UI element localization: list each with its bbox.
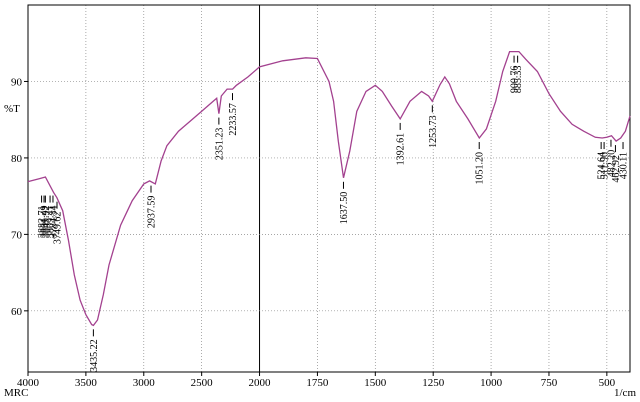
x-tick-label: 2500 xyxy=(191,377,214,389)
peak-label: 2233.57 xyxy=(228,103,239,136)
x-tick-label: 1000 xyxy=(480,377,503,389)
peak-label: 1637.50 xyxy=(339,192,350,225)
x-tick-label: 1750 xyxy=(306,377,329,389)
x-tick-label: 750 xyxy=(541,377,558,389)
peak-label: 3849.92 xyxy=(41,206,52,239)
spectrum-line xyxy=(27,50,631,327)
peak-label: 2937.59 xyxy=(146,196,157,229)
peak-label: 885.33 xyxy=(513,66,524,94)
y-tick-label: 60 xyxy=(11,306,23,318)
peak-label: 482.20 xyxy=(606,150,617,178)
peak-label: 3784.34 xyxy=(48,206,59,239)
peak-label: 3749.62 xyxy=(52,212,63,245)
peak-label: 1051.20 xyxy=(475,152,486,185)
x-axis-label: 1/cm xyxy=(614,387,636,399)
x-tick-label: 1500 xyxy=(364,377,387,389)
y-tick-label: 70 xyxy=(11,229,23,241)
peak-label: 430.11 xyxy=(619,152,630,179)
x-tick-label: 2000 xyxy=(249,377,272,389)
y-tick-label: 90 xyxy=(11,76,23,88)
peak-label: 462.92 xyxy=(611,155,622,183)
x-tick-label: 3500 xyxy=(75,377,98,389)
y-tick-label: 80 xyxy=(11,153,23,165)
plot-frame xyxy=(27,4,631,373)
corner-label: MRC xyxy=(4,387,28,399)
x-tick-label: 4000 xyxy=(17,377,40,389)
peak-label: 900.76 xyxy=(510,66,521,94)
x-tick-label: 1250 xyxy=(422,377,445,389)
peak-label: 511.90 xyxy=(600,152,611,179)
y-axis-label: %T xyxy=(4,103,20,115)
peak-label: 1392.61 xyxy=(396,133,407,166)
peak-label: 3882.71 xyxy=(37,206,48,239)
x-tick-label: 3000 xyxy=(133,377,156,389)
peak-label: 524.64 xyxy=(597,152,608,180)
x-tick-label: 500 xyxy=(599,377,616,389)
peak-label: 3861.49 xyxy=(40,206,51,239)
peak-label: 3809.41 xyxy=(46,206,57,239)
peak-label: 1253.73 xyxy=(428,115,439,147)
peak-label: 2351.23 xyxy=(214,128,225,161)
peak-label: 3435.22 xyxy=(89,339,100,372)
